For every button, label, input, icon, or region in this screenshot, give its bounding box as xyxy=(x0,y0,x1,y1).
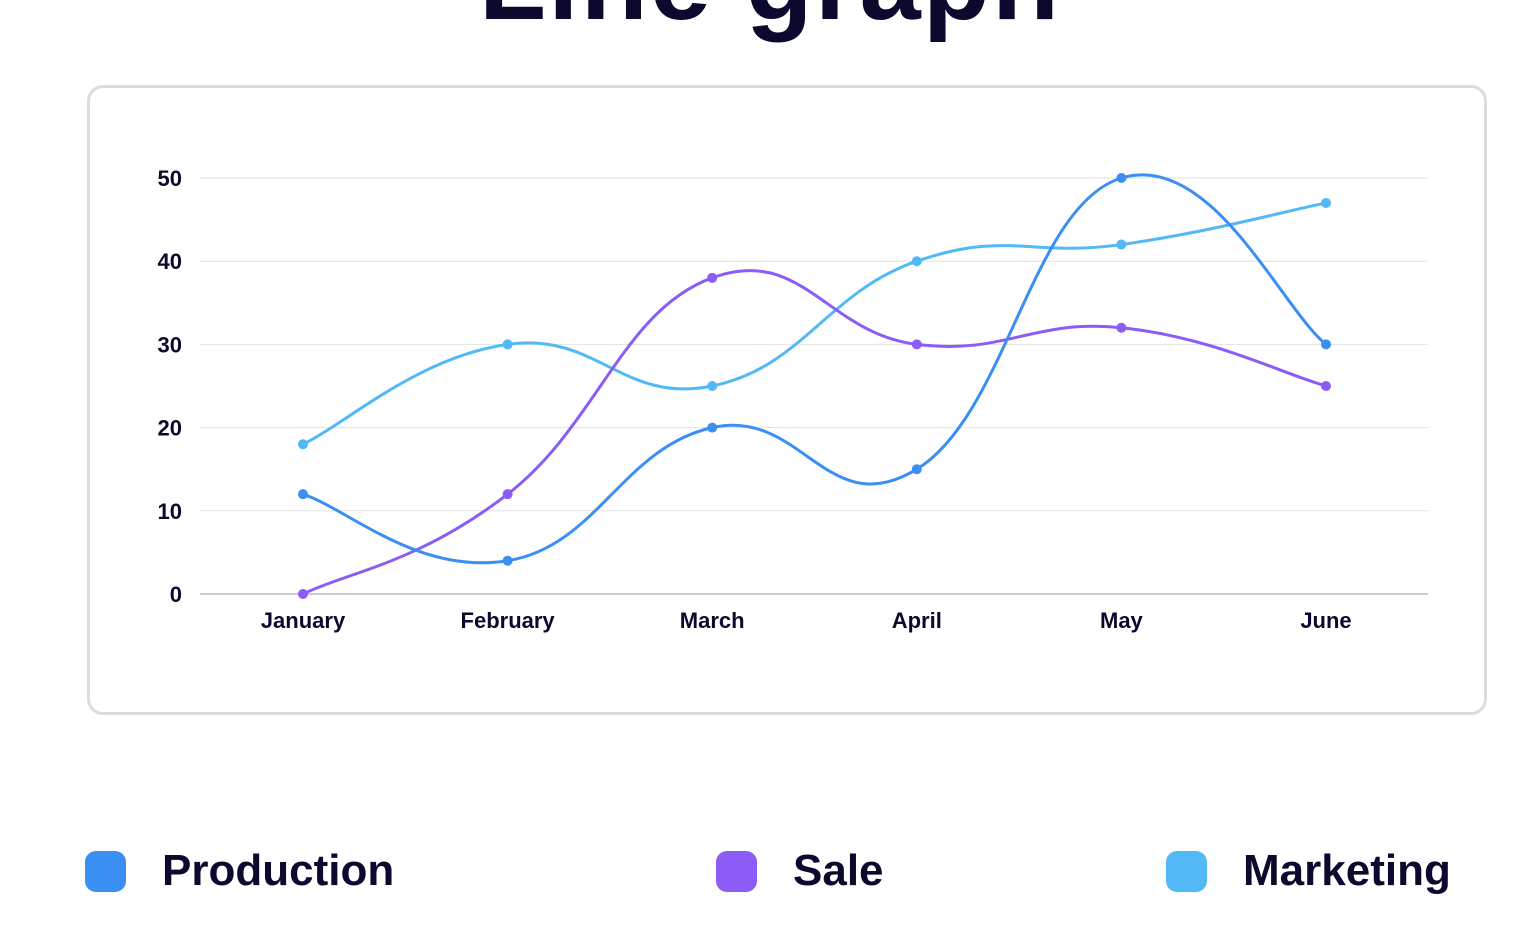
data-point-production-june xyxy=(1321,339,1331,350)
data-point-marketing-may xyxy=(1116,239,1127,250)
series-line-marketing xyxy=(301,201,1328,446)
y-tick-label-50: 50 xyxy=(158,166,182,191)
data-point-sale-may xyxy=(1116,322,1127,333)
data-point-marketing-june xyxy=(1321,197,1331,208)
x-tick-label-february: February xyxy=(461,608,556,633)
legend-swatch-sale xyxy=(716,850,757,892)
series-line-production xyxy=(301,173,1328,565)
data-point-marketing-march xyxy=(707,381,718,391)
legend-label-marketing: Marketing xyxy=(1243,846,1451,895)
data-point-production-april xyxy=(911,464,922,475)
legend-swatch-marketing xyxy=(1166,850,1207,892)
legend-item-sale: Sale xyxy=(716,846,884,895)
data-point-production-january xyxy=(298,489,308,500)
y-tick-label-10: 10 xyxy=(158,499,182,524)
data-point-marketing-february xyxy=(502,339,513,350)
x-tick-label-january: January xyxy=(261,608,346,633)
page-title: Line graph xyxy=(0,0,1540,42)
data-point-production-march xyxy=(707,422,718,433)
y-tick-label-40: 40 xyxy=(158,249,182,274)
y-tick-label-30: 30 xyxy=(158,332,182,357)
data-point-sale-february xyxy=(502,489,513,500)
data-point-marketing-january xyxy=(298,439,308,450)
x-tick-label-may: May xyxy=(1100,608,1144,633)
chart-card xyxy=(87,85,1487,715)
x-tick-label-april: April xyxy=(892,608,942,633)
legend-label-production: Production xyxy=(162,846,395,895)
y-tick-label-20: 20 xyxy=(158,416,182,441)
legend-item-marketing: Marketing xyxy=(1166,846,1451,895)
data-point-marketing-april xyxy=(911,256,922,267)
data-point-sale-january xyxy=(298,589,308,599)
data-point-sale-june xyxy=(1321,381,1331,391)
series-line-sale xyxy=(301,269,1328,596)
legend-swatch-production xyxy=(85,850,126,892)
data-point-production-may xyxy=(1116,173,1127,183)
data-point-production-february xyxy=(502,555,513,566)
y-tick-label-0: 0 xyxy=(170,582,182,607)
x-tick-label-march: March xyxy=(680,608,745,633)
data-point-sale-april xyxy=(911,339,922,350)
x-tick-label-june: June xyxy=(1300,608,1351,633)
legend-item-production: Production xyxy=(85,846,394,895)
data-point-sale-march xyxy=(707,272,718,283)
legend-label-sale: Sale xyxy=(793,846,884,895)
